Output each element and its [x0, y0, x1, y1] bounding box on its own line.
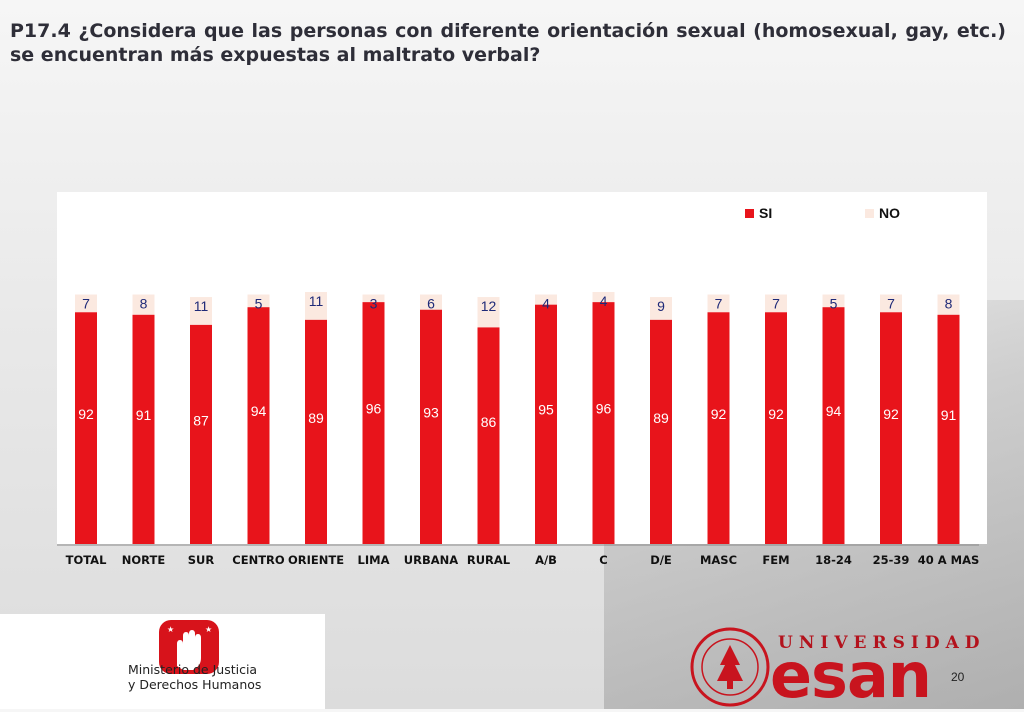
x-tick-label: TOTAL: [66, 553, 107, 567]
legend-no-label: NO: [879, 205, 900, 221]
bar-no: [132, 294, 155, 315]
page-number: 20: [951, 670, 965, 684]
x-tick-label: A/B: [535, 553, 557, 567]
data-label-si: 96: [596, 400, 612, 416]
data-label-si: 94: [826, 403, 842, 419]
data-label-no: 6: [427, 296, 435, 312]
bar-no: [362, 294, 385, 303]
bar-si: [305, 319, 327, 544]
x-tick-label: C: [599, 553, 607, 567]
x-tick-label: MASC: [700, 553, 737, 567]
bar-no: [880, 294, 902, 313]
bar-no: [822, 294, 845, 308]
bar-no: [937, 294, 960, 315]
bar-si: [707, 312, 730, 544]
data-label-no: 7: [82, 296, 90, 312]
data-label-no: 7: [887, 296, 895, 312]
bar-no: [592, 292, 615, 303]
data-label-no: 8: [140, 296, 148, 312]
legend-no-swatch: [865, 209, 874, 218]
data-label-no: 4: [600, 293, 608, 309]
x-tick-label: 25-39: [873, 553, 910, 567]
x-tick-label: NORTE: [122, 553, 166, 567]
data-label-no: 7: [715, 296, 723, 312]
data-label-no: 12: [481, 298, 497, 314]
bar-si: [477, 327, 500, 544]
bar-si: [880, 312, 902, 544]
bar-si: [190, 324, 212, 544]
bar-no: [765, 294, 787, 313]
svg-text:★: ★: [205, 625, 212, 634]
bar-no: [305, 292, 327, 320]
data-label-si: 89: [653, 410, 669, 426]
data-label-no: 11: [309, 293, 324, 309]
data-label-si: 92: [711, 406, 727, 422]
ministry-logo-panel: ★ ★: [0, 614, 325, 709]
ministry-hand-icon: ★ ★: [159, 620, 219, 674]
data-label-si: 94: [251, 403, 267, 419]
x-tick-label: CENTRO: [232, 553, 285, 567]
bar-si: [535, 304, 557, 544]
bar-si: [822, 307, 845, 544]
slide-title: P17.4 ¿Considera que las personas con di…: [10, 20, 1006, 66]
legend-si-swatch: [745, 209, 754, 218]
data-label-no: 5: [830, 296, 838, 312]
bar-si: [420, 309, 442, 544]
bar-si: [362, 302, 385, 544]
bar-si: [650, 319, 672, 544]
university-wordmark: UNIVERSIDAD: [778, 633, 986, 653]
bar-si: [132, 314, 155, 544]
data-label-si: 89: [308, 410, 324, 426]
legend-si-label: SI: [759, 205, 772, 221]
bar-si: [592, 302, 615, 544]
x-tick-label: RURAL: [467, 553, 511, 567]
data-label-si: 95: [538, 402, 554, 418]
bar-si: [937, 314, 960, 544]
data-label-no: 8: [945, 296, 953, 312]
data-label-no: 3: [370, 296, 378, 312]
data-label-si: 91: [941, 407, 957, 423]
data-label-no: 7: [772, 296, 780, 312]
bar-no: [420, 294, 442, 310]
x-tick-label: 40 A MAS: [918, 553, 980, 567]
data-label-si: 96: [366, 400, 382, 416]
ministry-name-line2: y Derechos Humanos: [128, 677, 262, 692]
x-tick-label: 18-24: [815, 553, 852, 567]
bar-no: [477, 297, 500, 328]
data-label-si: 86: [481, 414, 497, 430]
bar-no: [650, 297, 672, 320]
data-label-si: 92: [78, 406, 94, 422]
x-tick-label: SUR: [188, 553, 215, 567]
esan-seal-icon: [690, 627, 770, 707]
chart-panel: 92 7 TOTAL 91 8 NORTE 87 11 SUR 94 5 CENTRO 89 11 ORIE…: [57, 192, 987, 567]
esan-wordmark: esan: [770, 639, 932, 712]
data-label-si: 93: [423, 404, 439, 420]
bar-no: [190, 297, 212, 325]
x-tick-label: D/E: [650, 553, 672, 567]
data-label-no: 5: [255, 296, 263, 312]
data-label-no: 4: [542, 296, 550, 312]
data-label-si: 92: [768, 406, 784, 422]
bar-no: [707, 294, 730, 313]
x-tick-label: URBANA: [404, 553, 458, 567]
bar-si: [765, 312, 787, 544]
ministry-name: Ministerio de Justicia y Derechos Humano…: [128, 662, 261, 692]
x-tick-label: ORIENTE: [288, 553, 344, 567]
x-tick-label: LIMA: [358, 553, 390, 567]
data-label-si: 92: [883, 406, 899, 422]
bar-no: [535, 294, 557, 305]
data-label-si: 91: [136, 407, 152, 423]
x-tick-label: FEM: [762, 553, 789, 567]
svg-text:★: ★: [167, 625, 174, 634]
data-label-no: 11: [194, 298, 209, 314]
bar-no: [75, 294, 97, 313]
data-label-no: 9: [657, 298, 665, 314]
bar-si: [75, 312, 97, 544]
ministry-name-line1: Ministerio de Justicia: [128, 662, 258, 677]
stacked-bar-chart: 927TOTAL918NORTE8711SUR945CENTRO8911ORIE…: [57, 205, 980, 567]
data-label-si: 87: [193, 413, 209, 429]
bar-no: [247, 294, 270, 308]
bar-si: [247, 307, 270, 544]
